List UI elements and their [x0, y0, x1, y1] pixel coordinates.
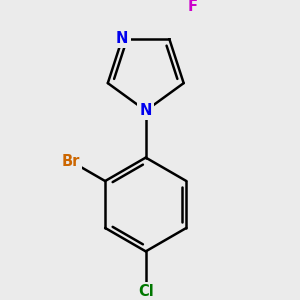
Text: N: N [116, 31, 128, 46]
Text: N: N [140, 103, 152, 118]
Text: Br: Br [61, 154, 80, 169]
Text: F: F [188, 0, 198, 14]
Text: Cl: Cl [138, 284, 154, 299]
